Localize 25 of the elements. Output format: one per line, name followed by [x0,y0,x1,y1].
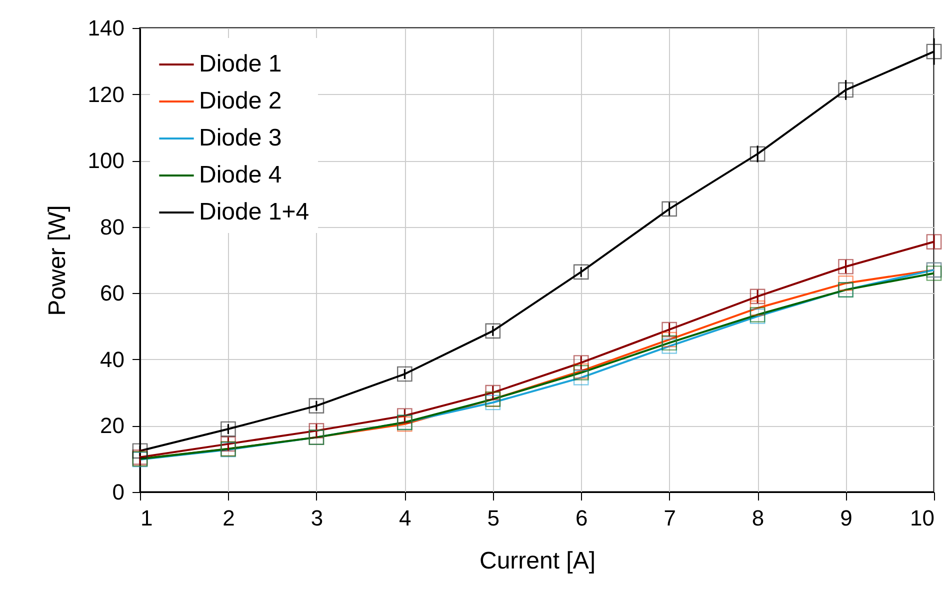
y-tick-label: 40 [100,346,124,372]
y-tick-label: 140 [88,16,124,40]
y-tick-label: 80 [100,214,124,240]
legend-label: Diode 1 [199,50,282,78]
y-tick-label: 100 [88,148,124,174]
x-tick-label: 8 [752,506,764,530]
x-tick-label: 2 [222,506,235,530]
legend-label: Diode 1+4 [199,198,310,226]
x-tick-label: 9 [840,506,852,530]
y-axis-title: Power [W] [44,205,71,316]
y-tick-label: 60 [100,280,124,306]
x-tick-label: 10 [910,506,934,530]
x-tick-label: 3 [310,506,324,530]
x-tick-label: 7 [664,506,676,530]
x-tick-label: 1 [140,506,153,530]
x-tick-label: 4 [399,506,412,530]
x-tick-label: 5 [487,506,500,530]
y-tick-label: 0 [112,480,124,504]
legend-label: Diode 3 [199,124,282,152]
legend-label: Diode 2 [199,88,282,114]
x-tick-label: 6 [575,506,588,530]
y-tick-label: 20 [100,413,124,438]
legend-label: Diode 4 [199,162,282,188]
x-axis-title: Current [A] [479,548,596,574]
y-tick-label: 120 [88,82,124,107]
